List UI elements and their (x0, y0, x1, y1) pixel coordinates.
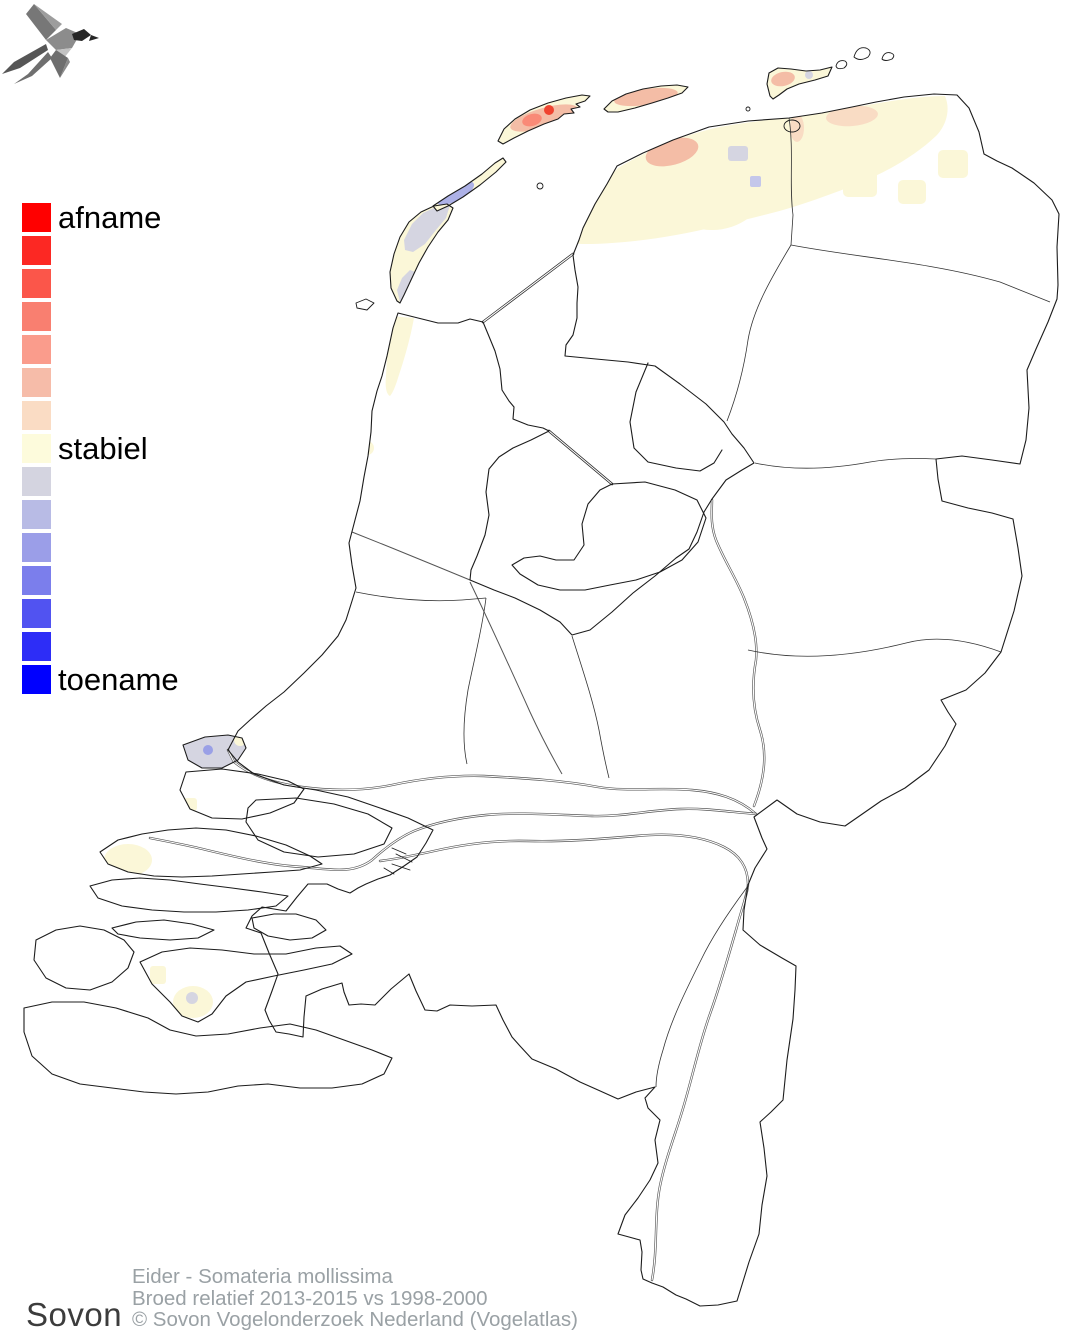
river-ijssel-inner (711, 499, 765, 807)
legend-swatch-8 (22, 434, 51, 463)
river-maas-inner (379, 834, 749, 1281)
islet-rottum-2 (853, 47, 871, 60)
legend-swatches (22, 203, 51, 698)
patch-stabiel-beveland-west (150, 966, 166, 984)
river-lek-inner (227, 749, 757, 815)
border-brabant-limburg (655, 885, 749, 1088)
patch-group-texel (390, 204, 453, 303)
rivers-group (148, 498, 766, 1282)
island-schouwen (89, 877, 289, 913)
legend-swatch-5 (22, 335, 51, 364)
island-voorne-putten (179, 768, 305, 820)
patch-stabiel-friesland (660, 146, 764, 230)
legend-swatch-6 (22, 368, 51, 397)
legend-swatch-11 (22, 533, 51, 562)
noordoostpolder-dike (629, 362, 723, 472)
patch-stabiel-blok-5 (938, 150, 968, 178)
patch-afname-schiermonnikoog (771, 71, 795, 87)
legend-label-afname: afname (58, 200, 162, 235)
island-noord-beveland (111, 919, 215, 941)
legend-swatch-7 (22, 401, 51, 430)
island-hoeksche-waard (245, 797, 393, 858)
sovon-logo-text: Sovon (26, 1296, 123, 1333)
patch-neutraal-schiermonnikoog (805, 71, 813, 79)
legend-swatch-3 (22, 269, 51, 298)
mainland-outline (227, 93, 1060, 1307)
map-caption: Eider - Somateria mollissima Broed relat… (132, 1266, 578, 1331)
legend-swatch-2 (22, 236, 51, 265)
patch-afname-groningerkust (826, 105, 878, 127)
islet-griend (536, 182, 544, 190)
border-drenthe-overijssel (754, 458, 937, 469)
patch-neutraal-beveland (186, 992, 198, 1004)
swallow-icon (2, 4, 99, 84)
patch-stabiel-blok-2 (800, 170, 828, 196)
border-utrecht-gelderland (571, 635, 610, 779)
amsterdam-rijnkanaal (469, 581, 563, 775)
legend-swatch-14 (22, 632, 51, 661)
caption-species: Eider - Somateria mollissima (132, 1265, 393, 1288)
legend-swatch-4 (22, 302, 51, 331)
legend-label-stabiel: stabiel (58, 431, 148, 466)
patch-stabiel-blok-3 (843, 163, 877, 197)
patch-toename-maasvlakte (203, 745, 213, 755)
patch-stabiel-blok-1 (765, 165, 795, 197)
patch-toename-friesland (750, 176, 761, 187)
patch-stabiel-nh-kust (385, 316, 414, 396)
legend-label-toename: toename (58, 662, 179, 697)
patch-toename-vlieland (435, 181, 475, 205)
legend-swatch-9 (22, 467, 51, 496)
river-waal-inner (149, 808, 757, 871)
border-nholland-zholland (355, 591, 487, 602)
patch-neutraal-texel-zuid (397, 270, 415, 302)
island-tholen (251, 913, 327, 941)
patch-group-terschelling (498, 95, 590, 144)
patch-stabiel-petten (360, 441, 374, 455)
border-friesland-drenthe (726, 244, 792, 422)
biesbosch-creeks (383, 847, 413, 875)
flevoland-outline (511, 481, 707, 591)
patch-group-schiermonnikoog (767, 67, 832, 99)
caption-copyright: © Sovon Vogelonderzoek Nederland (Vogela… (132, 1308, 578, 1332)
river-lek-outer (226, 748, 758, 816)
afsluitdijk-inner (482, 253, 574, 323)
islet-engelsmanplaat (745, 106, 751, 112)
houtribdijk-inner (548, 430, 613, 485)
noordzeekanaal (351, 531, 471, 581)
river-maas-outer (378, 833, 750, 1282)
patch-stabiel-goeree (104, 844, 152, 876)
dikes-group (481, 252, 614, 486)
river-waal-outer (148, 807, 758, 872)
patch-neutraal-friesland (728, 146, 748, 161)
coastlines-group (23, 47, 1060, 1307)
island-walcheren (33, 925, 135, 991)
border-friesland-groningen (788, 117, 794, 246)
islet-noorderhaaks (355, 298, 375, 311)
legend-swatch-13 (22, 599, 51, 628)
patch-afname-lauwers (790, 114, 804, 142)
patch-stabiel-blok-4 (898, 180, 926, 204)
island-zuid-beveland (139, 945, 353, 1023)
legend-swatch-10 (22, 500, 51, 529)
patch-afname-rood-terschelling (544, 105, 554, 115)
lauwersmeer-outline (783, 119, 801, 133)
legend-swatch-1 (22, 203, 51, 232)
islet-rottum-1 (835, 60, 848, 70)
sovon-swallow-logo-icon (2, 4, 99, 84)
patch-afname-sterk-terschelling (522, 113, 542, 127)
border-overijssel-gelderland (747, 638, 1002, 657)
patch-neutraal-texel-noord (404, 205, 450, 252)
patch-group-vlieland (433, 158, 506, 211)
legend-swatch-12 (22, 566, 51, 595)
patch-group-mainland-north (360, 96, 968, 455)
province-borders-group (355, 117, 1051, 1088)
border-groningen-drenthe (790, 244, 1051, 303)
legend-swatch-15 (22, 665, 51, 694)
border-utrecht-zholland (463, 597, 487, 765)
caption-metric: Broed relatief 2013-2015 vs 1998-2000 (132, 1286, 488, 1310)
islet-rottum-3 (881, 52, 895, 61)
